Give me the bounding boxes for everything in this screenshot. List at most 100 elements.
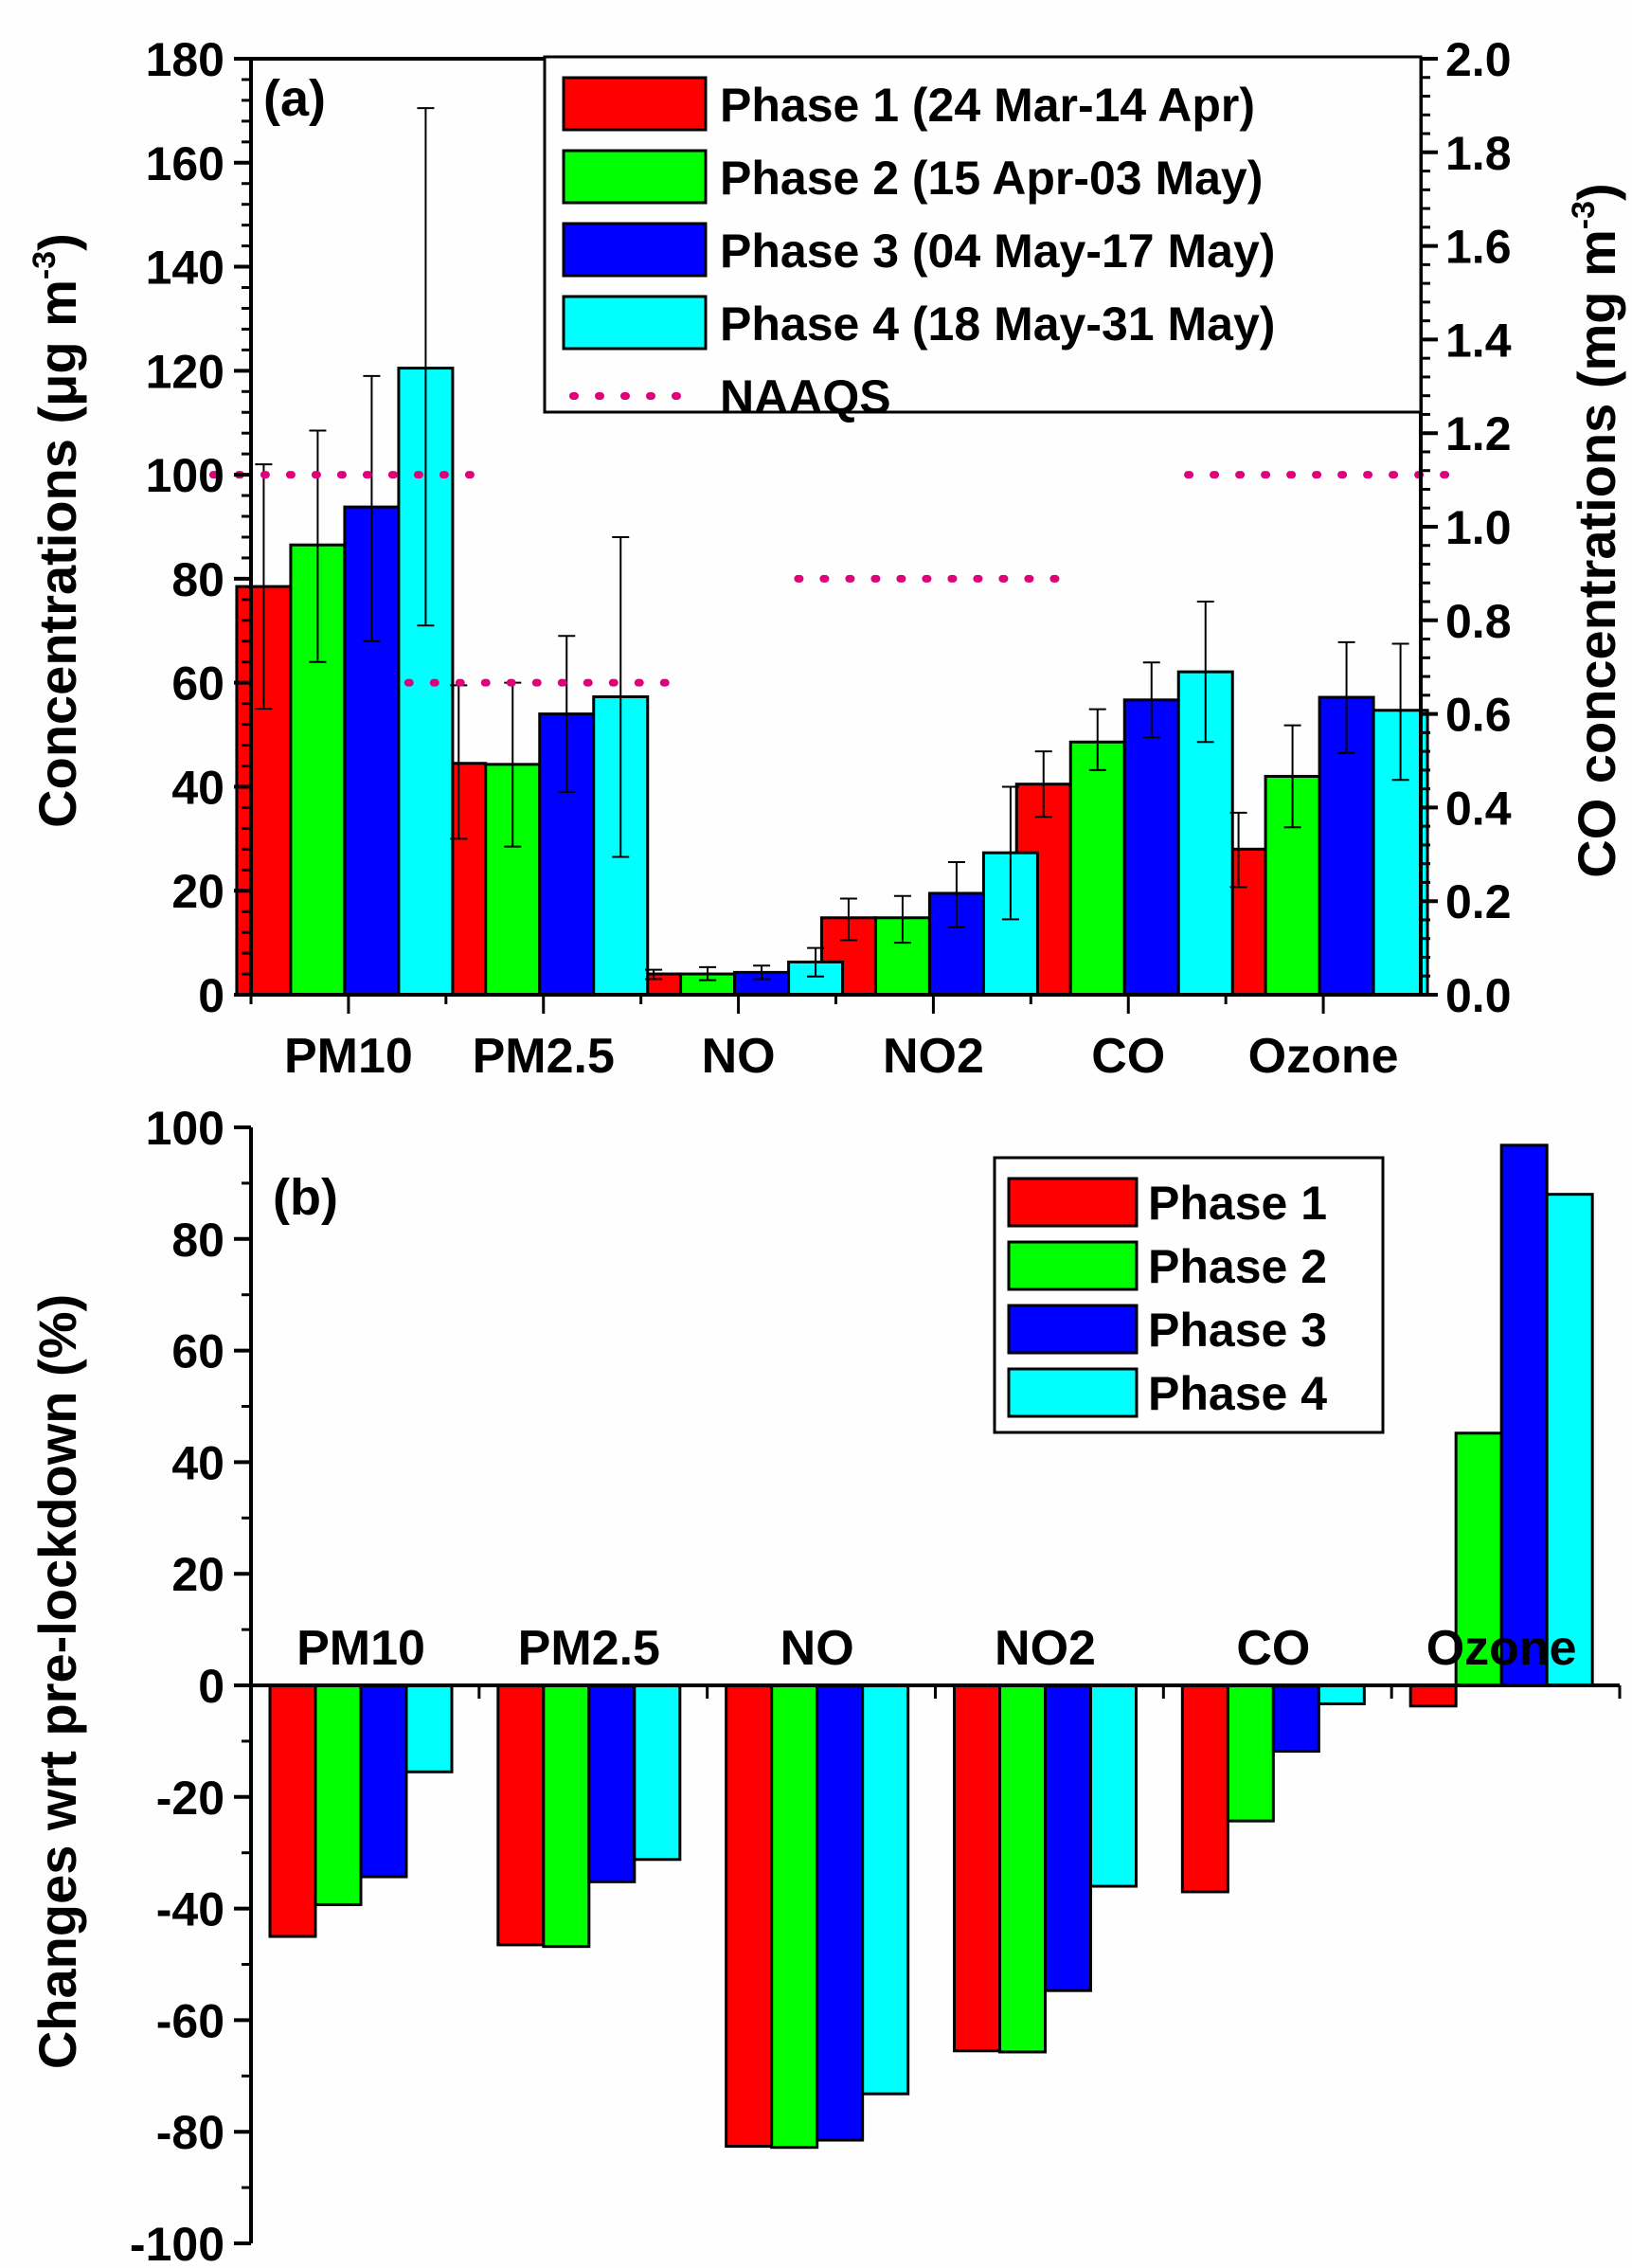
- y-tick-label: 80: [171, 553, 224, 606]
- y-title-main: Concentrations (μg m: [27, 279, 87, 828]
- x-label-NO2: NO2: [995, 1621, 1096, 1676]
- panel-b-y-ticks: -100 -80 -60 -40 -20 0 20 40 60 80 100: [130, 1102, 251, 2268]
- bar-PM2.5-phase3: [587, 1683, 637, 1883]
- panel-a-label: (a): [263, 70, 326, 127]
- panel-a-naaqs-lines: [208, 471, 1456, 687]
- bar-NO2-phase4: [1089, 1683, 1138, 1888]
- y2-tick-label: 1.4: [1445, 314, 1512, 367]
- y-tick-label: 0: [198, 1660, 224, 1713]
- y-tick-label: 120: [146, 345, 224, 398]
- x-label-NO: NO: [702, 1029, 776, 1084]
- y-tick-label: 0: [198, 969, 224, 1022]
- bar-CO-phase3: [1271, 1683, 1320, 1754]
- legend-swatch-phase1: [1007, 1177, 1139, 1228]
- panel-a-bars: [235, 367, 1429, 997]
- panel-a-y-axis-title: Concentrations (μg m-3): [27, 233, 87, 828]
- y2-title-sup: -3: [1566, 201, 1602, 229]
- bar-PM10-phase1: [268, 1683, 317, 1938]
- panel-b-y-axis-title: Changes wrt pre-lockdown (%): [27, 1294, 87, 2069]
- bar-PM10-phase3: [359, 1683, 408, 1879]
- legend-label-phase2: Phase 2: [1148, 1240, 1327, 1293]
- panel-a: 0 20 40 60 80 100 120 140 160 180 0.0 0.2 0.4 0.6 0.8…: [27, 33, 1626, 1084]
- panel-a-error-bars: [255, 107, 1409, 981]
- panel-a-y-ticks: 0 20 40 60 80 100 120 140 160 180: [146, 33, 251, 1022]
- legend-swatch-phase2: [1007, 1240, 1139, 1291]
- y2-title-main: CO concentrations (mg m: [1567, 229, 1626, 878]
- legend-swatch-phase4: [562, 295, 708, 351]
- bar-CO-phase2: [1068, 740, 1126, 997]
- panel-b-label: (b): [273, 1169, 338, 1226]
- x-label-NO2: NO2: [883, 1029, 984, 1084]
- x-label-PM10: PM10: [284, 1029, 413, 1084]
- legend-label-phase3: Phase 3 (04 May-17 May): [720, 225, 1275, 278]
- bar-PM10-phase2: [314, 1683, 363, 1906]
- y-tick-label: -20: [156, 1772, 224, 1825]
- x-label-PM2.5: PM2.5: [473, 1029, 615, 1084]
- bar-CO-phase3: [1122, 698, 1180, 997]
- y-tick-label: 80: [171, 1214, 224, 1267]
- y-tick-label: 60: [171, 1325, 224, 1378]
- y-tick-label: 20: [171, 1548, 224, 1601]
- bar-CO-phase1: [1180, 1683, 1229, 1894]
- y2-tick-label: 0.6: [1445, 689, 1512, 742]
- legend-swatch-phase4: [1007, 1367, 1139, 1418]
- panel-b: -100 -80 -60 -40 -20 0 20 40 60 80 100 PM10 PM2.5 NO…: [27, 1102, 1622, 2268]
- legend-label-naaqs: NAAQS: [720, 370, 891, 423]
- legend-swatch-phase3: [562, 222, 708, 278]
- y-tick-label: -60: [156, 1994, 224, 2047]
- y2-tick-label: 1.0: [1445, 501, 1512, 554]
- panel-b-legend: Phase 1 Phase 2 Phase 3 Phase 4: [993, 1156, 1385, 1434]
- bar-CO-phase2: [1226, 1683, 1275, 1823]
- bar-NO-phase4: [861, 1683, 910, 2096]
- y2-tick-label: 1.6: [1445, 221, 1512, 274]
- y2-tick-label: 0.4: [1445, 782, 1512, 835]
- y-tick-label: -100: [130, 2218, 224, 2268]
- legend-swatch-phase1: [562, 76, 708, 132]
- y-tick-label: -40: [156, 1883, 224, 1936]
- y2-tick-label: 0.2: [1445, 875, 1512, 928]
- legend-label-phase4: Phase 4: [1148, 1367, 1327, 1420]
- y-title-close: ): [27, 233, 87, 251]
- bar-PM2.5-phase4: [633, 1683, 682, 1862]
- bar-Ozone-phase1: [1408, 1683, 1458, 1708]
- y-tick-label: 20: [171, 865, 224, 918]
- panel-a-x-labels: PM10 PM2.5 NO NO2 CO Ozone: [249, 995, 1399, 1084]
- y2-tick-label: 0.8: [1445, 595, 1512, 648]
- legend-swatch-phase2: [562, 149, 708, 205]
- panel-a-y2-ticks: 0.0 0.2 0.4 0.6 0.8 1.0 1.2 1.4 1.6 1.8 2.0: [1421, 33, 1512, 1022]
- y-tick-label: 40: [171, 761, 224, 814]
- x-label-CO: CO: [1236, 1621, 1310, 1676]
- x-label-Ozone: Ozone: [1248, 1029, 1399, 1084]
- y-tick-label: 60: [171, 657, 224, 711]
- panel-b-bars: [268, 1143, 1594, 2150]
- bar-NO-phase2: [770, 1683, 819, 2150]
- y2-tick-label: 0.0: [1445, 969, 1512, 1022]
- y-tick-label: 180: [146, 33, 224, 86]
- bar-PM10-phase4: [404, 1683, 454, 1773]
- panel-a-y2-axis-title: CO concentrations (mg m-3): [1566, 183, 1626, 877]
- bar-NO2-phase3: [1044, 1683, 1092, 1992]
- legend-label-phase1: Phase 1 (24 Mar-14 Apr): [720, 79, 1255, 132]
- y-tick-label: 160: [146, 137, 224, 190]
- x-label-CO: CO: [1091, 1029, 1165, 1084]
- bar-PM2.5-phase1: [496, 1683, 546, 1947]
- y2-tick-label: 1.2: [1445, 407, 1512, 460]
- x-label-PM10: PM10: [296, 1621, 425, 1676]
- legend-label-phase4: Phase 4 (18 May-31 May): [720, 297, 1275, 351]
- y-tick-label: 100: [146, 449, 224, 502]
- y2-tick-label: 2.0: [1445, 33, 1512, 86]
- y-tick-label: 140: [146, 242, 224, 295]
- panel-b-x-labels: PM10 PM2.5 NO NO2 CO Ozone: [296, 1621, 1622, 1699]
- bar-NO-phase3: [816, 1683, 865, 2142]
- legend-label-phase2: Phase 2 (15 Apr-03 May): [720, 152, 1263, 205]
- bar-Ozone-phase3: [1499, 1143, 1549, 1687]
- bar-Ozone-phase2: [1454, 1431, 1503, 1687]
- x-label-NO: NO: [780, 1621, 854, 1676]
- y-tick-label: -80: [156, 2106, 224, 2159]
- legend-label-phase3: Phase 3: [1148, 1304, 1327, 1357]
- bar-PM2.5-phase2: [542, 1683, 591, 1949]
- bar-NO2-phase1: [953, 1683, 1001, 2053]
- bar-NO2-phase2: [998, 1683, 1047, 2054]
- panel-a-legend: Phase 1 (24 Mar-14 Apr) Phase 2 (15 Apr-0…: [543, 55, 1423, 423]
- y-title-sup: -3: [27, 251, 63, 279]
